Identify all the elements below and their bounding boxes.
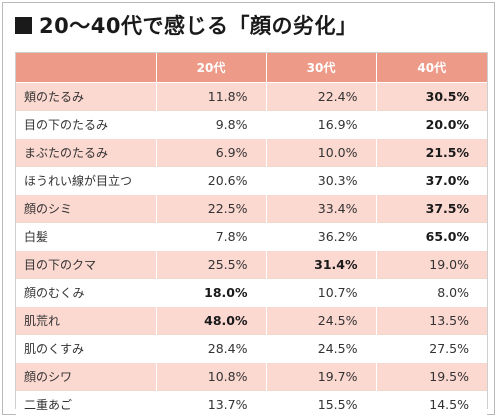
value-20s: 25.5% <box>156 250 267 279</box>
value-20s: 28.4% <box>156 334 267 363</box>
table-container: 20代 30代 40代 頬のたるみ 11.8% 22.4% 30.5% 目の下のたるみ 9… <box>15 52 488 418</box>
title-text: 20〜40代で感じる「顔の劣化」 <box>39 14 358 38</box>
figure-title: 20〜40代で感じる「顔の劣化」 <box>15 8 357 42</box>
table-row: 頬のたるみ 11.8% 22.4% 30.5% <box>16 82 487 111</box>
value-20s: 18.0% <box>156 278 267 307</box>
value-20s: 10.8% <box>156 362 267 391</box>
value-30s: 24.5% <box>266 334 377 363</box>
comparison-table: 20代 30代 40代 頬のたるみ 11.8% 22.4% 30.5% 目の下のたるみ 9… <box>16 53 487 418</box>
row-label: 肌のくすみ <box>16 334 157 363</box>
table-row: 顔のむくみ 18.0% 10.7% 8.0% <box>16 278 487 307</box>
table-row: 顔のシワ 10.8% 19.7% 19.5% <box>16 362 487 391</box>
value-20s: 11.8% <box>156 82 267 111</box>
value-30s: 31.4% <box>266 250 377 279</box>
row-label: 肌荒れ <box>16 306 157 335</box>
value-40s: 8.0% <box>376 278 487 307</box>
row-label: 二重あご <box>16 390 157 418</box>
row-label: 頬のたるみ <box>16 82 157 111</box>
value-30s: 30.3% <box>266 166 377 195</box>
row-label: まぶたのたるみ <box>16 138 157 167</box>
value-30s: 36.2% <box>266 222 377 251</box>
value-30s: 22.4% <box>266 82 377 111</box>
row-label: 顔のむくみ <box>16 278 157 307</box>
value-30s: 24.5% <box>266 306 377 335</box>
row-label: ほうれい線が目立つ <box>16 166 157 195</box>
value-40s: 19.0% <box>376 250 487 279</box>
header-20s: 20代 <box>156 53 267 83</box>
value-30s: 16.9% <box>266 110 377 139</box>
value-40s: 27.5% <box>376 334 487 363</box>
row-label: 目の下のクマ <box>16 250 157 279</box>
square-bullet-icon <box>15 16 32 34</box>
value-40s: 37.5% <box>376 194 487 223</box>
table-row: 白髪 7.8% 36.2% 65.0% <box>16 222 487 251</box>
value-40s: 19.5% <box>376 362 487 391</box>
value-40s: 20.0% <box>376 110 487 139</box>
header-row: 20代 30代 40代 <box>16 53 487 83</box>
table-row: 目の下のたるみ 9.8% 16.9% 20.0% <box>16 110 487 139</box>
value-20s: 48.0% <box>156 306 267 335</box>
table-row: 肌荒れ 48.0% 24.5% 13.5% <box>16 306 487 335</box>
row-label: 顔のシワ <box>16 362 157 391</box>
value-40s: 65.0% <box>376 222 487 251</box>
value-40s: 13.5% <box>376 306 487 335</box>
value-30s: 10.0% <box>266 138 377 167</box>
table-body: 頬のたるみ 11.8% 22.4% 30.5% 目の下のたるみ 9.8% 16.9% 20.0… <box>16 82 487 418</box>
table-row: 肌のくすみ 28.4% 24.5% 27.5% <box>16 334 487 363</box>
row-label: 顔のシミ <box>16 194 157 223</box>
table-row: まぶたのたるみ 6.9% 10.0% 21.5% <box>16 138 487 167</box>
value-40s: 37.0% <box>376 166 487 195</box>
header-40s: 40代 <box>376 53 487 83</box>
value-20s: 9.8% <box>156 110 267 139</box>
value-30s: 33.4% <box>266 194 377 223</box>
header-empty-cell <box>16 53 157 83</box>
value-30s: 19.7% <box>266 362 377 391</box>
value-40s: 14.5% <box>376 390 487 418</box>
row-label: 目の下のたるみ <box>16 110 157 139</box>
header-30s: 30代 <box>266 53 377 83</box>
table-row: ほうれい線が目立つ 20.6% 30.3% 37.0% <box>16 166 487 195</box>
value-30s: 15.5% <box>266 390 377 418</box>
value-30s: 10.7% <box>266 278 377 307</box>
table-row: 目の下のクマ 25.5% 31.4% 19.0% <box>16 250 487 279</box>
value-20s: 13.7% <box>156 390 267 418</box>
table-row: 二重あご 13.7% 15.5% 14.5% <box>16 390 487 418</box>
value-20s: 22.5% <box>156 194 267 223</box>
value-20s: 6.9% <box>156 138 267 167</box>
value-20s: 20.6% <box>156 166 267 195</box>
value-40s: 30.5% <box>376 82 487 111</box>
row-label: 白髪 <box>16 222 157 251</box>
value-40s: 21.5% <box>376 138 487 167</box>
value-20s: 7.8% <box>156 222 267 251</box>
table-row: 顔のシミ 22.5% 33.4% 37.5% <box>16 194 487 223</box>
